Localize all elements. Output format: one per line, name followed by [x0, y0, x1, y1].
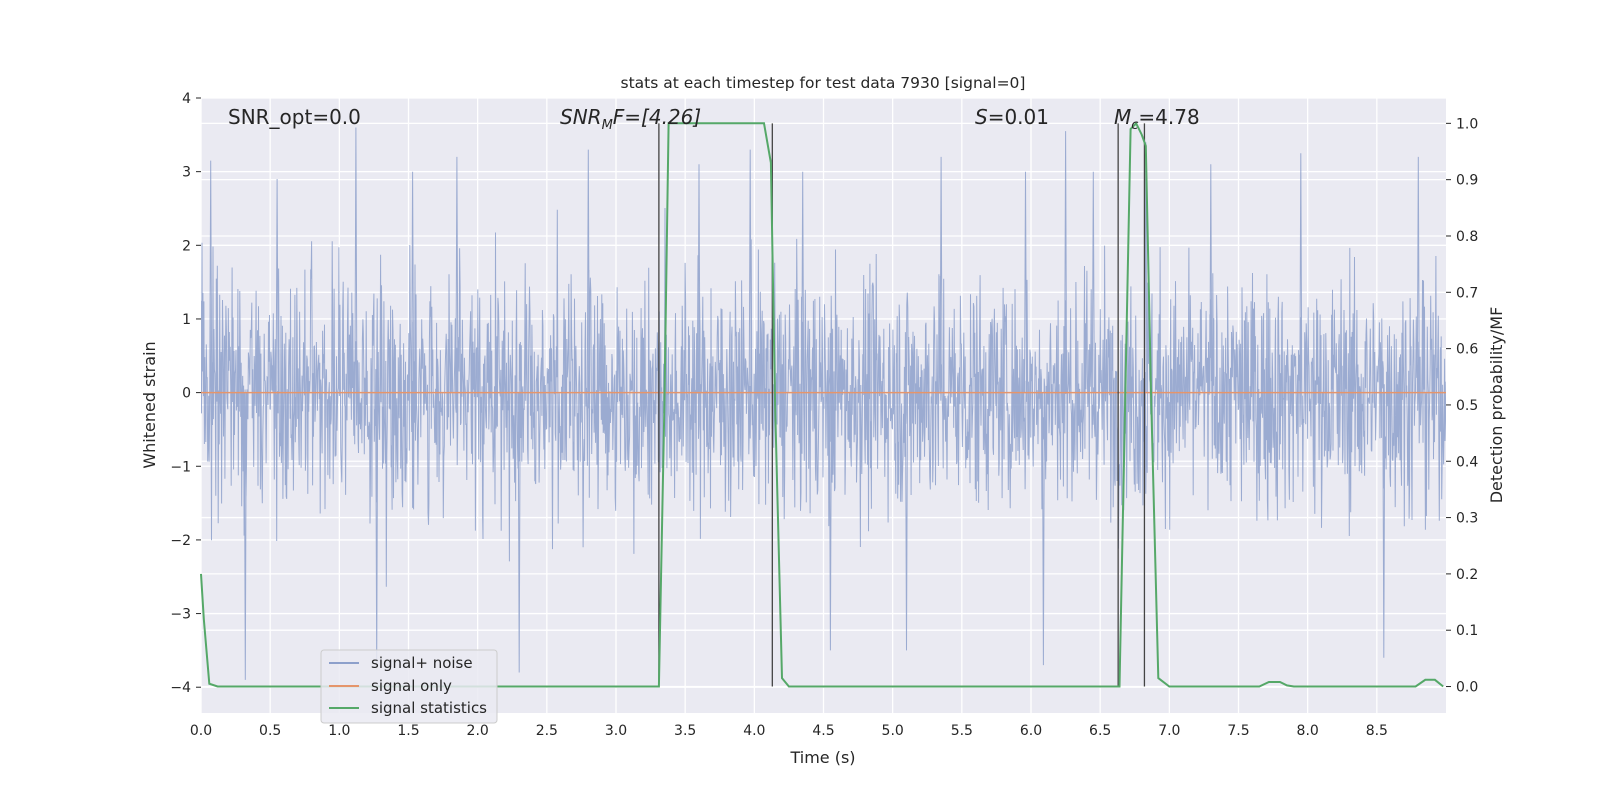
y2-tick-label: 0.3 [1456, 511, 1478, 527]
x-tick-label: 4.5 [812, 723, 834, 739]
legend-label-signal-only: signal only [371, 677, 452, 695]
y-tick-label: −4 [170, 680, 191, 696]
y-tick-label: −1 [170, 459, 191, 475]
y2-tick-label: 1.0 [1456, 116, 1478, 132]
chart-title: stats at each timestep for test data 793… [621, 74, 1026, 92]
legend-label-noise: signal+ noise [371, 654, 473, 672]
y2-tick-label: 0.9 [1456, 173, 1478, 189]
x-tick-label: 4.0 [743, 723, 765, 739]
y2-tick-label: 0.2 [1456, 567, 1478, 583]
x-tick-label: 5.0 [882, 723, 904, 739]
legend: signal+ noise signal only signal statist… [320, 649, 498, 724]
x-tick-label: 2.5 [536, 723, 558, 739]
y-tick-label: 2 [182, 238, 191, 254]
y2-axis-label: Detection probability/MF [1487, 307, 1506, 504]
x-tick-label: 7.0 [1158, 723, 1180, 739]
y2-tick-label: 0.5 [1456, 398, 1478, 414]
x-tick-label: 3.0 [605, 723, 627, 739]
y2-axis-ticks: 0.0 0.1 0.2 0.3 0.4 0.5 0.6 0.7 0.8 0.9 1.0 [1446, 116, 1478, 696]
x-tick-label: 6.0 [1020, 723, 1042, 739]
signal-statistics-series [200, 121, 1444, 688]
x-tick-label: 6.5 [1089, 723, 1111, 739]
x-tick-label: 1.0 [328, 723, 350, 739]
y-tick-label: 0 [182, 386, 191, 402]
y2-tick-label: 0.0 [1456, 680, 1478, 696]
y-tick-label: 3 [182, 165, 191, 181]
x-tick-label: 1.5 [397, 723, 419, 739]
y-axis-label: Whitened strain [140, 341, 159, 468]
signal-statistics-line [200, 121, 1444, 688]
annotation-mc: Mc=4.78 [1114, 105, 1200, 133]
x-tick-label: 3.5 [674, 723, 696, 739]
y-tick-label: 4 [182, 91, 191, 107]
y-tick-label: −2 [170, 533, 191, 549]
y2-tick-label: 0.8 [1456, 229, 1478, 245]
y-axis-ticks: −4 −3 −2 −1 0 1 2 3 4 [170, 91, 201, 696]
legend-label-statistics: signal statistics [371, 699, 487, 717]
legend-box [320, 649, 498, 724]
y2-tick-label: 0.6 [1456, 342, 1478, 358]
y-tick-label: −3 [170, 607, 191, 623]
annotation-snr-opt: SNR_opt=0.0 [228, 105, 361, 129]
annotation-s: S=0.01 [975, 105, 1049, 129]
x-axis-ticks: 0.0 0.5 1.0 1.5 2.0 2.5 3.0 3.5 4.0 4.5 5.0 5.5 6.0 6… [190, 723, 1388, 739]
y2-tick-label: 0.4 [1456, 454, 1478, 470]
y2-tick-label: 0.1 [1456, 623, 1478, 639]
y-tick-label: 1 [182, 312, 191, 328]
x-tick-label: 8.5 [1366, 723, 1388, 739]
x-tick-label: 0.0 [190, 723, 212, 739]
x-tick-label: 7.5 [1227, 723, 1249, 739]
x-tick-label: 5.5 [951, 723, 973, 739]
x-tick-label: 0.5 [259, 723, 281, 739]
annotation-snr-mf: SNRMF=[4.26] [560, 105, 701, 133]
x-tick-label: 8.0 [1297, 723, 1319, 739]
x-axis-label: Time (s) [789, 748, 855, 767]
y2-tick-label: 0.7 [1456, 285, 1478, 301]
x-tick-label: 2.0 [467, 723, 489, 739]
